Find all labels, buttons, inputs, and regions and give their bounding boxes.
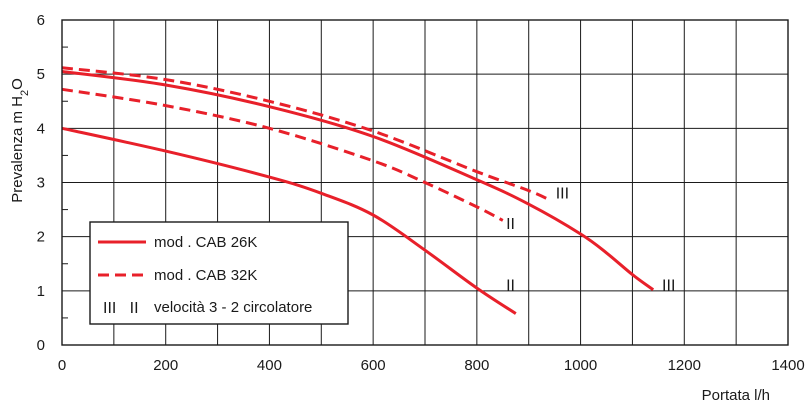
curve-label-1: II [506, 277, 515, 294]
legend-entry-cab-32k: mod . CAB 32K [154, 267, 257, 284]
x-tick-label: 1200 [668, 357, 701, 374]
y-tick-labels: 0 1 2 3 4 5 6 [37, 12, 45, 354]
x-tick-label: 0 [58, 357, 66, 374]
series-group [61, 66, 655, 315]
curve-label-2: III [556, 185, 569, 202]
series-line-dashed-2 [61, 66, 551, 202]
y-tick-label: 3 [37, 175, 45, 192]
y-axis-title-main: Prevalenza m H [9, 96, 26, 203]
series-line-solid-0 [61, 70, 655, 292]
series-line-dashed-3 [61, 87, 504, 222]
x-axis-title: Portata l/h [702, 387, 770, 404]
x-tick-label: 1000 [564, 357, 597, 374]
x-tick-labels: 0 200 400 600 800 1000 1200 1400 [58, 357, 805, 374]
y-tick-label: 6 [37, 12, 45, 29]
y-tick-label: 4 [37, 120, 45, 137]
curve-label-0: III [662, 277, 675, 294]
y-axis-title-subscript: 2 [19, 90, 31, 96]
x-tick-label: 600 [361, 357, 386, 374]
y-axis-title-tail: O [9, 78, 26, 90]
x-tick-label: 800 [464, 357, 489, 374]
x-tick-label: 400 [257, 357, 282, 374]
legend: mod . CAB 26K mod . CAB 32K III II veloc… [89, 221, 349, 325]
y-axis-title: Prevalenza m H2O [9, 78, 31, 203]
legend-speed-numerals: III II [103, 300, 139, 317]
y-tick-label: 0 [37, 337, 45, 354]
y-tick-label: 2 [37, 229, 45, 246]
legend-entry-cab-26k: mod . CAB 26K [154, 234, 257, 251]
grid [62, 20, 788, 345]
x-tick-label: 1400 [771, 357, 804, 374]
y-tick-label: 1 [37, 283, 45, 300]
y-tick-label: 5 [37, 66, 45, 83]
plot-frame [61, 19, 789, 346]
legend-box [89, 221, 349, 325]
legend-entry-speed: velocità 3 - 2 circolatore [154, 299, 312, 316]
series-line-solid-1 [61, 126, 517, 315]
x-tick-label: 200 [153, 357, 178, 374]
curve-label-3: II [506, 216, 515, 233]
